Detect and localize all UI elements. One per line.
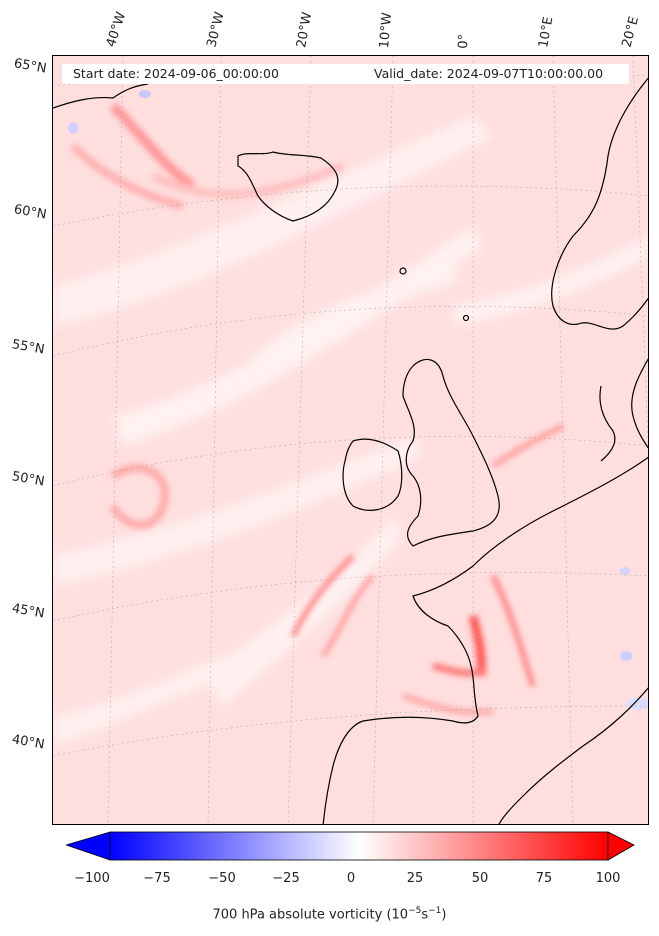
colorbar-gradient: [109, 831, 609, 861]
colorbar-tick: −50: [208, 871, 236, 886]
colorbar-high-extend: [607, 831, 635, 861]
sweden-coast: [631, 358, 648, 449]
vorticity-map: [52, 55, 649, 825]
colorbar-tick: −75: [143, 871, 171, 886]
shetland-islands: [462, 314, 470, 322]
norway-coast: [551, 77, 648, 330]
lon-label-30w: 30°W: [204, 10, 228, 49]
lat-label-45n: 45°N: [10, 601, 46, 622]
lat-label-40n: 40°N: [10, 732, 46, 753]
low-vorticity-bands: [53, 116, 648, 746]
iberia-coast: [322, 716, 454, 824]
high-vorticity-bands: [70, 102, 565, 716]
header-box: [62, 64, 629, 84]
colorbar-tick: 25: [406, 871, 424, 886]
lon-label-40w: 40°W: [103, 10, 130, 49]
map-canvas: [53, 56, 648, 824]
start-date-label: Start date: 2024-09-06_00:00:00: [73, 66, 279, 81]
lat-label-65n: 65°N: [12, 56, 48, 77]
lon-label-20w: 20°W: [294, 11, 316, 50]
colorbar-tick: 75: [535, 871, 553, 886]
colorbar-tick: 100: [595, 871, 621, 886]
coastlines: [53, 77, 648, 824]
colorbar-label: 700 hPa absolute vorticity (10−5s−1): [212, 906, 447, 923]
france-coast: [412, 456, 648, 724]
ireland-coast: [342, 438, 403, 511]
greenland-coast: [53, 83, 149, 109]
valid-date-label: Valid_date: 2024-09-07T10:00:00.00: [374, 66, 604, 81]
lat-label-55n: 55°N: [10, 337, 46, 358]
lon-label-10w: 10°W: [377, 11, 396, 49]
lat-label-60n: 60°N: [12, 202, 48, 223]
colorbar-tick: 50: [471, 871, 489, 886]
lon-label-0: 0°: [456, 33, 472, 49]
lon-label-10e: 10°E: [536, 15, 557, 49]
mediterranean-coast: [498, 687, 648, 824]
colorbar: [66, 831, 635, 861]
colorbar-low-extend: [66, 831, 111, 861]
colorbar-tick: −100: [74, 871, 110, 886]
denmark-coast: [599, 385, 616, 462]
faroe-islands: [399, 267, 407, 275]
lat-label-50n: 50°N: [10, 469, 46, 490]
lon-label-20e: 20°E: [619, 14, 643, 50]
iceland-coast: [237, 151, 339, 222]
great-britain-coast: [402, 358, 500, 547]
colorbar-tick: 0: [346, 871, 356, 886]
colorbar-tick: −25: [272, 871, 300, 886]
negative-vorticity-patches: [68, 90, 648, 710]
